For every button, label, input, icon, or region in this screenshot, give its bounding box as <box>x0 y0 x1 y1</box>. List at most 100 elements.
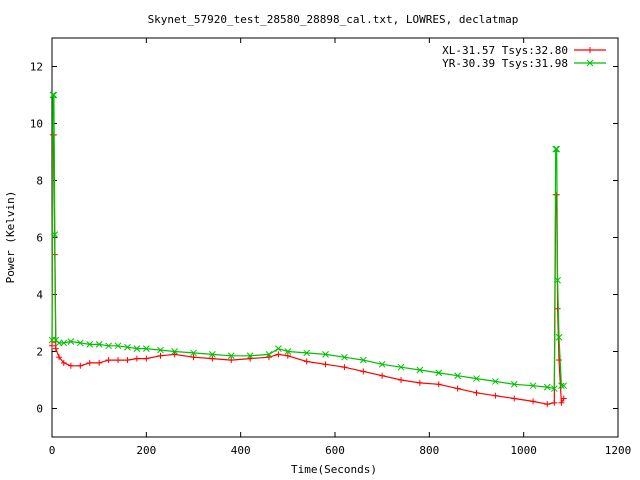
data-point <box>247 355 254 362</box>
data-point <box>303 358 310 365</box>
y-tick-label: 6 <box>36 232 43 245</box>
data-point <box>473 375 480 382</box>
data-point <box>114 342 122 350</box>
data-point <box>171 348 178 355</box>
x-tick-label: 200 <box>136 444 156 457</box>
data-point <box>133 355 140 362</box>
data-point <box>171 351 178 358</box>
data-point <box>416 379 423 386</box>
series-2 <box>48 91 568 392</box>
data-point <box>143 355 150 362</box>
data-point <box>265 354 272 361</box>
x-tick-label: 0 <box>49 444 56 457</box>
data-point <box>105 342 112 350</box>
data-point <box>560 382 568 390</box>
data-point <box>558 399 565 406</box>
data-point <box>454 385 461 392</box>
data-point <box>227 352 235 360</box>
chart-title: Skynet_57920_test_28580_28898_cal.txt, L… <box>148 13 519 26</box>
data-point <box>322 350 329 358</box>
y-axis-ticks: 0 2 4 6 8 10 12 <box>30 61 618 416</box>
data-point <box>209 355 216 362</box>
data-point <box>544 401 551 408</box>
data-point <box>341 364 348 371</box>
data-point <box>96 359 103 366</box>
y-tick-label: 12 <box>30 61 43 74</box>
data-point <box>341 353 348 361</box>
y-axis-label: Power (Kelvin) <box>4 191 17 284</box>
data-point <box>51 231 59 239</box>
data-point <box>95 341 103 348</box>
data-point <box>86 359 93 366</box>
data-point <box>379 372 386 379</box>
data-point <box>378 360 386 368</box>
data-point <box>246 352 254 360</box>
data-point <box>416 366 424 374</box>
data-point <box>86 341 94 348</box>
data-point <box>124 357 131 364</box>
x-axis-ticks: 0 200 400 600 800 1000 1200 <box>49 38 632 457</box>
data-point <box>105 357 112 364</box>
data-point <box>190 354 197 361</box>
data-point <box>554 276 561 284</box>
x-tick-label: 1000 <box>510 444 537 457</box>
data-point <box>190 349 197 357</box>
data-point <box>560 395 567 402</box>
data-point <box>554 305 561 312</box>
plot-frame <box>51 37 619 438</box>
data-point <box>265 350 273 358</box>
data-point <box>56 354 63 361</box>
data-point <box>530 398 537 405</box>
x-tick-label: 1200 <box>605 444 632 457</box>
data-point <box>552 145 560 153</box>
data-point <box>492 392 499 399</box>
data-point <box>275 345 282 353</box>
data-point <box>284 348 292 355</box>
data-point <box>284 352 291 359</box>
y-tick-label: 4 <box>36 289 43 302</box>
data-point <box>133 345 141 353</box>
data-point <box>529 382 537 390</box>
data-point <box>124 343 131 351</box>
legend-label: YR-30.39 Tsys:31.98 <box>442 57 568 70</box>
series-layer <box>48 91 568 408</box>
data-point <box>555 333 563 341</box>
data-point <box>115 357 122 364</box>
data-point <box>50 91 58 99</box>
data-point <box>303 349 311 357</box>
data-point <box>543 383 551 391</box>
legend-label: XL-31.57 Tsys:32.80 <box>442 44 568 57</box>
data-point <box>142 345 150 353</box>
data-point <box>228 357 235 364</box>
data-point <box>157 352 164 359</box>
data-point <box>398 377 405 383</box>
data-point <box>492 378 499 385</box>
data-point <box>67 338 75 345</box>
y-tick-label: 8 <box>36 175 43 188</box>
data-point <box>67 362 74 369</box>
y-tick-label: 2 <box>36 346 43 359</box>
data-point <box>454 372 461 380</box>
x-tick-label: 400 <box>231 444 251 457</box>
series-1 <box>49 131 567 408</box>
data-point <box>360 368 367 375</box>
data-point <box>473 389 480 396</box>
x-tick-label: 800 <box>419 444 439 457</box>
data-point <box>77 362 84 369</box>
data-point <box>359 356 367 364</box>
legend-marker <box>586 59 594 67</box>
data-point <box>52 345 59 352</box>
data-point <box>435 369 443 377</box>
data-point <box>558 382 565 390</box>
data-point <box>511 395 518 402</box>
data-point <box>551 399 558 406</box>
data-point <box>510 380 518 388</box>
series-line <box>51 134 565 405</box>
x-tick-label: 600 <box>325 444 345 457</box>
data-point <box>435 381 442 388</box>
y-tick-label: 10 <box>30 118 43 131</box>
x-axis-label: Time(Seconds) <box>291 463 377 476</box>
data-point <box>209 350 216 358</box>
